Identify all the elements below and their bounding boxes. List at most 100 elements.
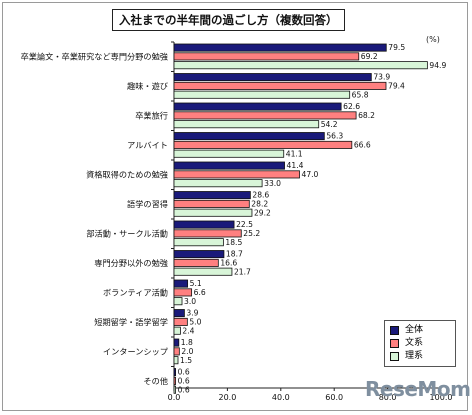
bar [173, 317, 188, 326]
data-label: 73.9 [373, 73, 390, 82]
category-label: 卒業旅行 [135, 110, 168, 120]
data-label: 56.3 [326, 132, 343, 141]
data-label: 2.0 [181, 347, 193, 356]
legend-item: 文系 [390, 337, 450, 350]
unit-label: (%) [426, 35, 440, 44]
data-label: 66.6 [354, 141, 371, 150]
data-label: 69.2 [361, 52, 378, 61]
data-label: 5.1 [190, 279, 202, 288]
x-tick-label: 80.0 [379, 393, 397, 402]
bar [173, 161, 285, 170]
data-label: 2.4 [182, 326, 194, 335]
bar [173, 297, 183, 306]
x-tick-label: 60.0 [325, 393, 343, 402]
legend-swatch [390, 339, 399, 348]
bar [173, 140, 353, 149]
legend-label: 文系 [405, 338, 424, 348]
data-label: 79.4 [388, 82, 405, 91]
data-label: 0.6 [178, 368, 190, 377]
bar [173, 61, 428, 70]
bar [173, 208, 253, 217]
data-label: 41.1 [286, 149, 303, 158]
data-label: 1.8 [181, 338, 193, 347]
data-label: 5.0 [189, 318, 201, 327]
bar [173, 199, 250, 208]
legend-swatch [390, 352, 399, 361]
x-tick-label: 40.0 [272, 393, 290, 402]
data-label: 3.0 [184, 297, 196, 306]
bar [173, 309, 185, 318]
bar [173, 52, 360, 61]
data-label: 28.2 [251, 200, 268, 209]
bar [173, 102, 342, 111]
data-label: 47.0 [301, 170, 318, 179]
bar [173, 238, 224, 247]
data-label: 1.5 [180, 356, 192, 365]
x-tick-label: 100.0 [430, 393, 453, 402]
data-label: 0.6 [178, 385, 190, 394]
bar [173, 220, 235, 229]
bar [173, 376, 177, 385]
bar [173, 132, 325, 141]
legend-swatch [390, 326, 399, 335]
data-label: 65.8 [352, 90, 369, 99]
category-label: 専門分野以外の勉強 [94, 258, 168, 268]
category-label: 部活動・サークル活動 [86, 228, 168, 238]
legend-label: 理系 [405, 351, 424, 361]
legend-item: 理系 [390, 350, 450, 363]
bar [173, 90, 351, 99]
bar [173, 368, 177, 377]
bar [173, 81, 387, 90]
bar [173, 258, 219, 267]
category-label: 短期留学・語学留学 [94, 317, 168, 327]
data-label: 6.6 [194, 288, 206, 297]
x-tick-label: 20.0 [218, 393, 236, 402]
bar [173, 191, 251, 200]
chart-title: 入社までの半年間の過ごし方（複数回答） [112, 9, 345, 31]
bar [173, 229, 242, 238]
data-label: 79.5 [388, 43, 405, 52]
data-label: 3.9 [186, 309, 198, 318]
bar [173, 338, 180, 347]
bar [173, 43, 387, 52]
data-label: 54.2 [321, 120, 338, 129]
data-label: 68.2 [358, 111, 375, 120]
category-label: その他 [143, 376, 168, 386]
chart-frame [2, 2, 468, 411]
category-label: アルバイト [127, 140, 168, 150]
data-label: 41.4 [287, 161, 304, 170]
bar [173, 279, 189, 288]
data-label: 25.2 [243, 229, 260, 238]
bar [173, 267, 233, 276]
data-label: 16.6 [220, 259, 237, 268]
legend-item: 全体 [390, 324, 450, 337]
data-label: 22.5 [236, 220, 253, 229]
bar [173, 347, 180, 356]
x-tick-label: 0.0 [168, 393, 181, 402]
data-label: 28.6 [252, 191, 269, 200]
bar [173, 170, 300, 179]
data-label: 29.2 [254, 208, 271, 217]
bar [173, 149, 285, 158]
bar [173, 120, 320, 129]
data-label: 62.6 [343, 102, 360, 111]
category-label: 語学の習得 [127, 199, 168, 209]
legend-label: 全体 [405, 325, 424, 335]
bar [173, 326, 181, 335]
bar [173, 73, 372, 82]
category-label: 趣味・遊び [127, 81, 168, 91]
bar [173, 385, 177, 394]
bar [173, 250, 225, 259]
category-label: ボランティア活動 [103, 287, 168, 297]
data-label: 21.7 [234, 267, 251, 276]
data-label: 0.6 [178, 377, 190, 386]
category-label: 資格取得のための勉強 [86, 169, 168, 179]
bar [173, 288, 193, 297]
bar [173, 356, 179, 365]
bar [173, 111, 357, 120]
bar [173, 179, 263, 188]
category-label: 卒業論文・卒業研究など専門分野の勉強 [21, 51, 168, 61]
data-label: 94.9 [429, 61, 446, 70]
category-label: インターンシップ [103, 346, 169, 356]
